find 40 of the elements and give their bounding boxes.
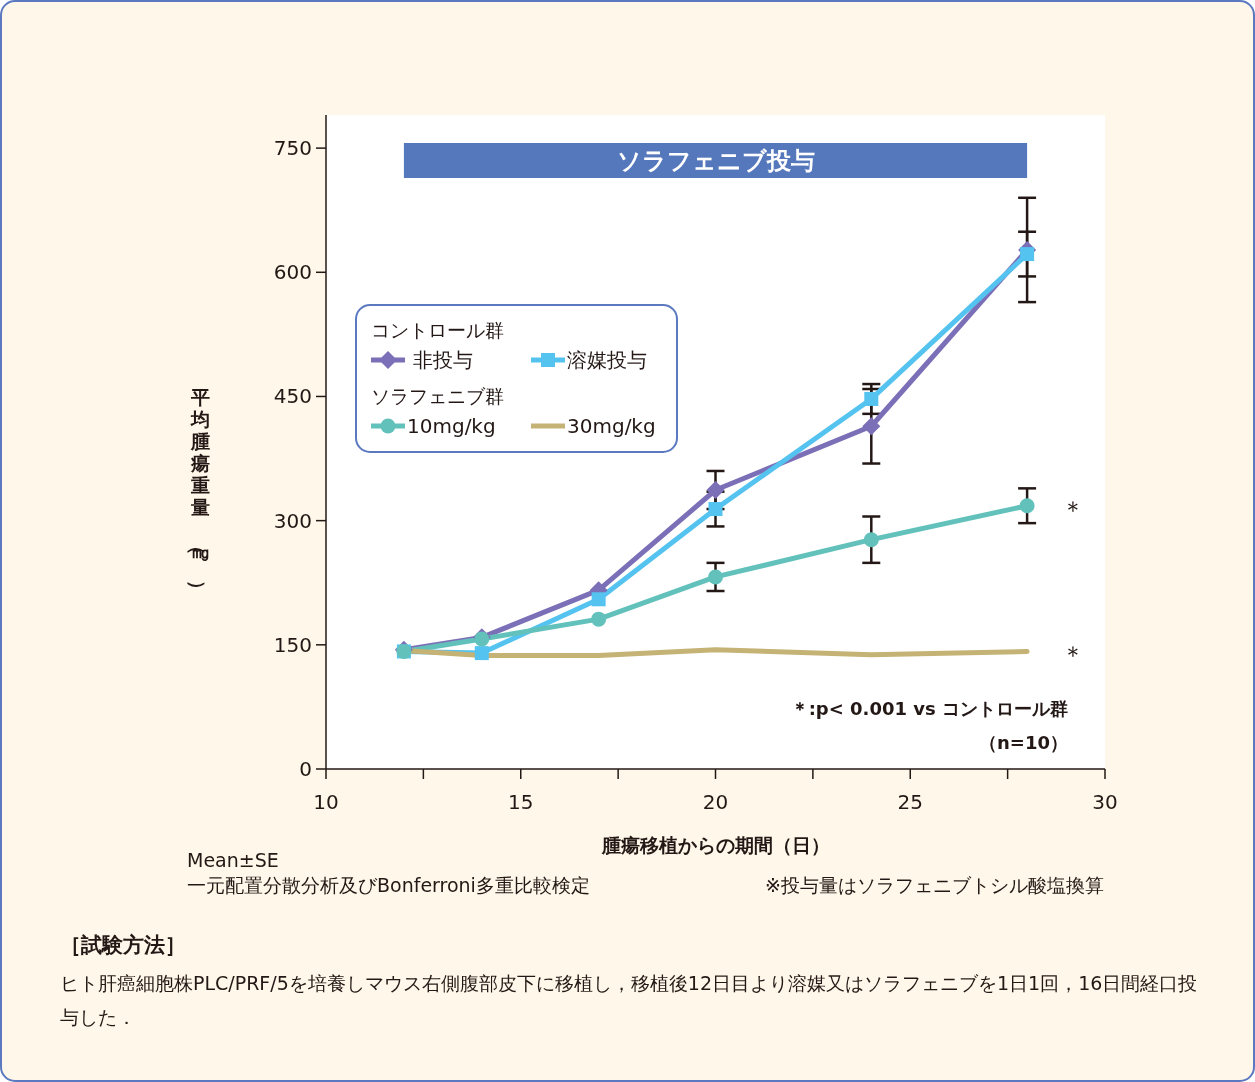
- y-tick-label: 750: [273, 136, 312, 161]
- text: 平均腫瘍重量（㎎）: [186, 386, 210, 599]
- text: ヒト肝癌細胞株PLC/PRF/5を培養しマウス右側腹部皮下に移植し，移植後12日目より溶媒又はソラフェニブを1日1回，16日間経口投与した．: [60, 971, 1199, 1030]
- annotation: ソラフェニブ群: [371, 385, 504, 407]
- point: [864, 391, 879, 406]
- point: [474, 646, 489, 661]
- text: ※投与量はソラフェニブトシル酸塩換算: [765, 874, 1104, 896]
- x-tick-label: 25: [897, 790, 923, 814]
- point: [1020, 247, 1035, 262]
- legend-label: 非投与: [413, 348, 473, 372]
- x-axis-title: 腫瘍移植からの期間（日）: [600, 834, 830, 856]
- legend-label: 30mg/kg: [567, 414, 656, 438]
- x-tick-label: 15: [508, 790, 534, 814]
- text: ［試験方法］: [60, 933, 186, 957]
- legend-label: 10mg/kg: [407, 414, 496, 438]
- annotation: ＊: [1061, 641, 1086, 670]
- point: [591, 611, 607, 627]
- y-tick-label: 600: [273, 260, 312, 285]
- x-tick-label: 10: [313, 790, 339, 814]
- point: [863, 532, 879, 548]
- annotation: ＊:p< 0.001 vs コントロール群: [790, 698, 1068, 719]
- text: Mean±SE: [187, 849, 279, 871]
- point: [708, 569, 723, 585]
- y-tick-label: 450: [273, 384, 312, 409]
- point: [862, 417, 881, 436]
- annotation: ＊: [1061, 495, 1086, 524]
- y-tick-label: 0: [299, 757, 312, 781]
- band-label: ソラフェニブ投与: [616, 147, 815, 175]
- point: [708, 502, 723, 517]
- point: [1019, 498, 1035, 514]
- x-tick-label: 20: [702, 790, 729, 814]
- legend-label: 溶媒投与: [567, 348, 647, 372]
- annotation: （n=10）: [979, 732, 1068, 753]
- text: 一元配置分散分析及びBonferroni多重比較検定: [187, 874, 590, 896]
- point: [591, 592, 606, 607]
- annotation: コントロール群: [371, 319, 504, 341]
- y-tick-label: 300: [273, 508, 312, 533]
- x-tick-label: 30: [1092, 790, 1118, 814]
- y-tick-label: 150: [273, 632, 312, 657]
- point: [706, 481, 725, 500]
